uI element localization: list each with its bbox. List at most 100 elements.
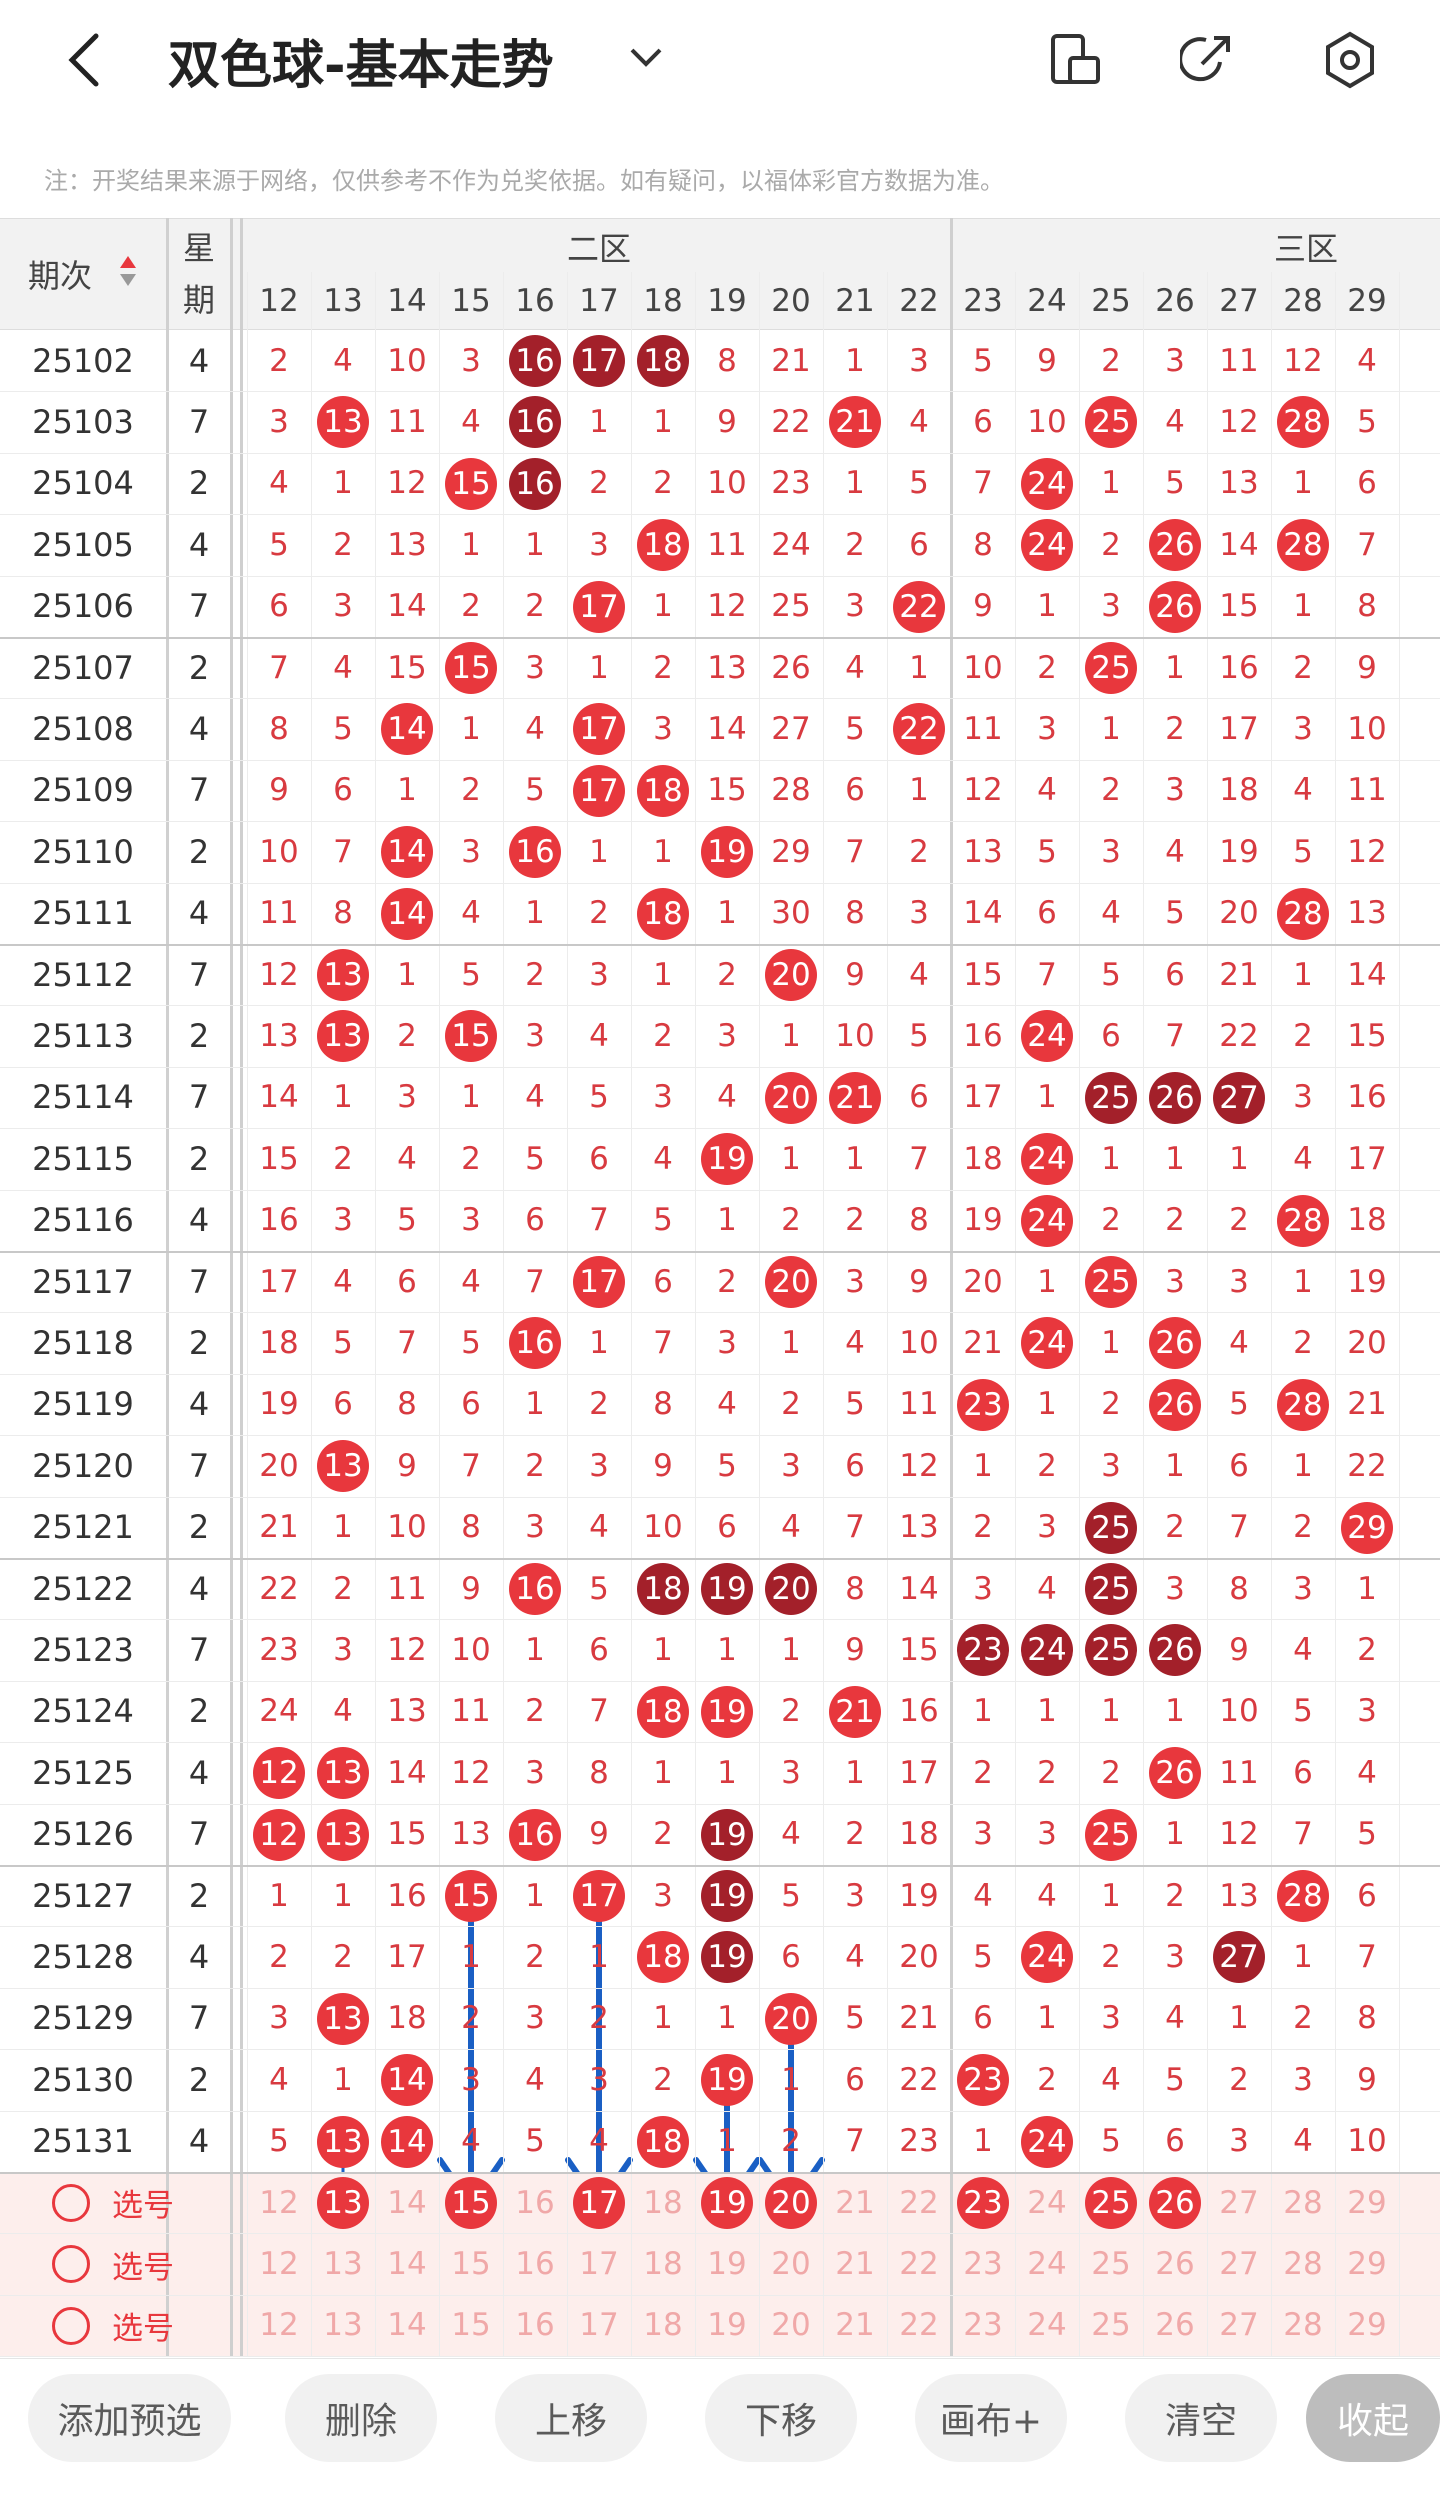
- grid-line: [759, 272, 760, 2357]
- hit-ball: 19: [701, 1808, 753, 1861]
- cell-number: 5: [781, 1877, 801, 1914]
- sort-icon[interactable]: [118, 254, 138, 294]
- cell-number: 25: [1091, 2307, 1131, 2344]
- hit-ball: 18: [637, 519, 689, 572]
- issue-number: 25113: [32, 1017, 134, 1056]
- cell-number: 5: [1165, 465, 1185, 502]
- cell-number: 14: [1219, 526, 1259, 563]
- cell-number: 11: [1219, 342, 1259, 379]
- hit-ball: 27: [1213, 1931, 1265, 1984]
- cell-number: 1: [1101, 711, 1121, 748]
- grid-line: [823, 272, 824, 2357]
- cell-number: 4: [909, 956, 929, 993]
- cell-number: 1: [653, 588, 673, 625]
- dropdown-icon[interactable]: [628, 46, 664, 70]
- cell-number: 5: [269, 526, 289, 563]
- cell-number: 13: [1219, 1877, 1259, 1914]
- issue-header[interactable]: 期次: [27, 257, 92, 295]
- toolbar-button[interactable]: 添加预选: [28, 2374, 231, 2462]
- toolbar-button[interactable]: 清空: [1125, 2374, 1277, 2462]
- cell-number: 12: [259, 2307, 299, 2344]
- hit-ball: 24: [1021, 1194, 1073, 1247]
- grid-line: [0, 1005, 1440, 1007]
- cell-number: 4: [461, 895, 481, 932]
- cell-number: 15: [387, 649, 427, 686]
- issue-number: 25105: [32, 525, 134, 564]
- cell-number: 11: [899, 1386, 939, 1423]
- cell-number: 4: [333, 1263, 353, 1300]
- cell-number: 23: [259, 1632, 299, 1669]
- back-button[interactable]: [60, 30, 110, 90]
- grid-line: [247, 272, 248, 2357]
- cell-number: 4: [1293, 1140, 1313, 1177]
- cell-number: 1: [589, 1325, 609, 1362]
- hit-ball: 21: [829, 1685, 881, 1738]
- cell-number: 2: [461, 588, 481, 625]
- cell-number: 3: [1165, 1263, 1185, 1300]
- cell-number: 6: [269, 588, 289, 625]
- hit-ball: 18: [637, 887, 689, 940]
- cell-number: 2: [589, 895, 609, 932]
- cell-number: 12: [899, 1447, 939, 1484]
- settings-icon[interactable]: [1320, 30, 1380, 90]
- toolbar-button[interactable]: 下移: [705, 2374, 857, 2462]
- rotate-icon[interactable]: [1048, 32, 1104, 88]
- cell-number: 13: [323, 2307, 363, 2344]
- hit-ball: 13: [317, 396, 369, 449]
- cell-number: 2: [909, 833, 929, 870]
- cell-number: 4: [653, 1140, 673, 1177]
- pick-radio[interactable]: [52, 2306, 90, 2345]
- issue-number: 25129: [32, 1999, 134, 2038]
- cell-number: 6: [333, 772, 353, 809]
- cell-number: 2: [973, 1509, 993, 1546]
- issue-number: 25111: [32, 894, 134, 933]
- toolbar-button[interactable]: 上移: [495, 2374, 647, 2462]
- cell-number: 2: [1293, 1325, 1313, 1362]
- hit-ball: 13: [317, 1440, 369, 1493]
- cell-number: 2: [589, 465, 609, 502]
- pick-label[interactable]: 选号: [112, 2310, 174, 2347]
- cell-number: 9: [1357, 2061, 1377, 2098]
- cell-number: 21: [771, 342, 811, 379]
- grid-line: [887, 272, 888, 2357]
- cell-number: 23: [963, 2307, 1003, 2344]
- cell-number: 2: [781, 1386, 801, 1423]
- cell-number: 9: [973, 588, 993, 625]
- cell-number: 14: [899, 1570, 939, 1607]
- page-title[interactable]: 双色球-基本走势: [168, 35, 554, 96]
- cell-number: 4: [1357, 1754, 1377, 1791]
- cell-number: 5: [333, 711, 353, 748]
- cell-number: 1: [973, 1693, 993, 1730]
- cell-number: 4: [461, 2123, 481, 2160]
- cell-number: 20: [1347, 1325, 1387, 1362]
- toolbar-button[interactable]: 收起: [1306, 2374, 1440, 2462]
- cell-number: 6: [1357, 465, 1377, 502]
- cell-number: 3: [1165, 342, 1185, 379]
- cell-number: 1: [909, 649, 929, 686]
- cell-number: 6: [1165, 2123, 1185, 2160]
- cell-number: 10: [1027, 404, 1067, 441]
- cell-number: 2: [1293, 2000, 1313, 2037]
- cell-number: 1: [333, 1509, 353, 1546]
- cell-number: 4: [1101, 2061, 1121, 2098]
- hit-ball: 16: [509, 1317, 561, 1370]
- zone-label: 二区: [566, 230, 631, 268]
- hit-ball: 24: [1021, 1931, 1073, 1984]
- cell-number: 2: [653, 649, 673, 686]
- pick-radio[interactable]: [52, 2184, 90, 2222]
- cell-number: 19: [259, 1386, 299, 1423]
- hit-ball: 17: [573, 1256, 625, 1308]
- pick-radio[interactable]: [52, 2245, 90, 2284]
- cell-number: 17: [387, 1939, 427, 1976]
- cell-number: 3: [269, 2000, 289, 2037]
- toolbar-button[interactable]: 画布+: [915, 2374, 1067, 2462]
- share-icon[interactable]: [1180, 32, 1236, 88]
- weekday: 4: [188, 525, 210, 564]
- cell-number: 22: [1347, 1447, 1387, 1484]
- issue-number: 25122: [32, 1569, 134, 1608]
- toolbar-button[interactable]: 删除: [285, 2374, 437, 2462]
- cell-number: 1: [717, 1632, 737, 1669]
- cell-number: 1: [781, 1632, 801, 1669]
- pick-label[interactable]: 选号: [112, 2249, 174, 2286]
- pick-label[interactable]: 选号: [112, 2188, 174, 2225]
